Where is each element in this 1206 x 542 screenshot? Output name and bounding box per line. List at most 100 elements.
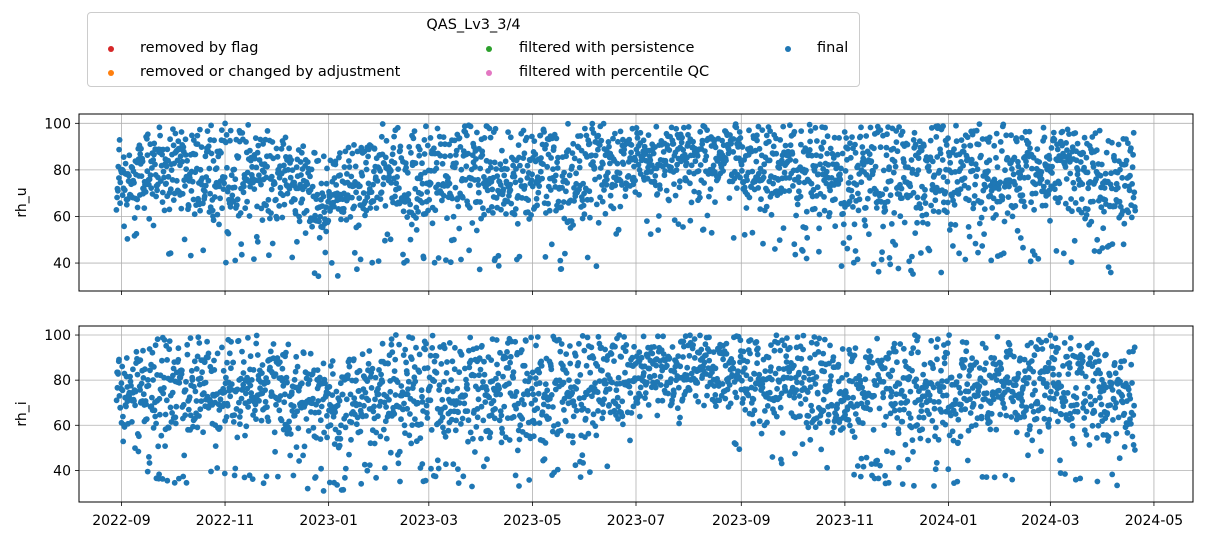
data-point-final: [453, 147, 460, 154]
data-point-final: [179, 190, 186, 197]
data-point-final: [1086, 442, 1093, 448]
data-point-final: [388, 336, 395, 342]
data-point-final: [1117, 166, 1123, 173]
data-point-final: [755, 345, 761, 352]
data-point-final: [1077, 159, 1084, 165]
data-point-final: [1083, 212, 1090, 218]
data-point-final: [626, 383, 633, 390]
data-point-final: [668, 124, 675, 131]
data-point-final: [446, 141, 452, 148]
data-point-final: [499, 147, 505, 154]
data-point-final: [585, 407, 591, 414]
data-point-final: [174, 157, 181, 164]
data-point-final: [832, 223, 839, 230]
data-point-final: [349, 150, 356, 157]
data-point-final: [772, 246, 778, 252]
data-point-final: [896, 124, 902, 130]
data-point-final: [832, 196, 838, 203]
data-point-final: [280, 141, 287, 148]
data-point-final: [899, 128, 906, 135]
data-point-final: [757, 206, 764, 213]
data-point-final: [161, 207, 168, 214]
data-point-final: [934, 356, 940, 363]
data-point-final: [969, 167, 976, 174]
data-point-final: [346, 158, 352, 164]
data-point-final: [131, 215, 138, 221]
data-point-final: [490, 210, 496, 216]
data-point-final: [354, 266, 360, 273]
data-point-final: [264, 163, 270, 170]
data-point-final: [742, 406, 749, 413]
data-point-final: [496, 385, 502, 392]
data-point-final: [1097, 394, 1103, 401]
data-point-final: [1042, 202, 1049, 209]
data-point-final: [619, 398, 626, 405]
data-point-final: [150, 222, 157, 229]
data-point-final: [609, 379, 616, 386]
data-point-final: [524, 370, 530, 377]
data-point-final: [242, 205, 249, 212]
data-point-final: [427, 352, 434, 359]
data-point-final: [379, 340, 386, 347]
data-point-final: [687, 180, 693, 187]
data-point-final: [555, 421, 561, 428]
data-point-final: [454, 385, 461, 392]
data-point-final: [1094, 478, 1101, 485]
data-point-final: [236, 414, 243, 420]
data-point-final: [1095, 422, 1102, 429]
data-point-final: [464, 381, 470, 388]
data-point-final: [440, 134, 447, 141]
data-point-final: [545, 200, 551, 207]
data-point-final: [1064, 353, 1070, 360]
data-point-final: [808, 180, 815, 187]
data-point-final: [952, 222, 959, 228]
data-point-final: [599, 198, 606, 205]
data-point-final: [651, 344, 657, 350]
data-point-final: [263, 473, 270, 480]
data-point-final: [727, 132, 733, 138]
data-point-final: [993, 377, 1000, 383]
data-point-final: [563, 188, 569, 195]
data-point-final: [167, 250, 174, 257]
data-point-final: [741, 184, 748, 191]
data-point-final: [124, 398, 131, 405]
data-point-final: [459, 415, 466, 422]
data-point-final: [926, 247, 933, 254]
data-point-final: [486, 394, 492, 401]
data-point-final: [268, 186, 275, 193]
data-point-final: [143, 401, 150, 408]
data-point-final: [991, 355, 998, 362]
data-point-final: [576, 395, 583, 402]
data-point-final: [196, 413, 202, 419]
data-point-final: [596, 142, 603, 148]
data-point-final: [595, 146, 601, 153]
legend-label-removed-by-flag: removed by flag: [140, 40, 259, 56]
data-point-final: [256, 172, 262, 179]
data-point-final: [940, 384, 947, 390]
data-point-final: [1011, 353, 1017, 360]
data-point-final: [464, 386, 471, 392]
data-point-final: [404, 405, 411, 412]
data-point-final: [773, 150, 780, 157]
data-point-final: [1004, 210, 1011, 217]
data-point-final: [297, 181, 303, 188]
data-point-final: [113, 207, 120, 213]
data-point-final: [332, 409, 338, 416]
data-point-final: [249, 163, 256, 170]
data-point-final: [1104, 410, 1111, 416]
data-point-final: [159, 151, 166, 158]
data-point-final: [156, 411, 163, 418]
data-point-final: [253, 416, 259, 422]
data-point-final: [579, 333, 586, 339]
data-point-final: [760, 240, 766, 247]
data-point-final: [396, 185, 402, 192]
data-point-final: [831, 134, 838, 141]
data-point-final: [1062, 164, 1069, 170]
data-point-final: [652, 384, 659, 391]
data-point-final: [884, 131, 890, 138]
data-point-final: [681, 124, 687, 131]
data-point-final: [408, 356, 415, 362]
data-point-final: [323, 204, 329, 211]
data-point-final: [1121, 358, 1128, 364]
data-point-final: [161, 337, 168, 343]
